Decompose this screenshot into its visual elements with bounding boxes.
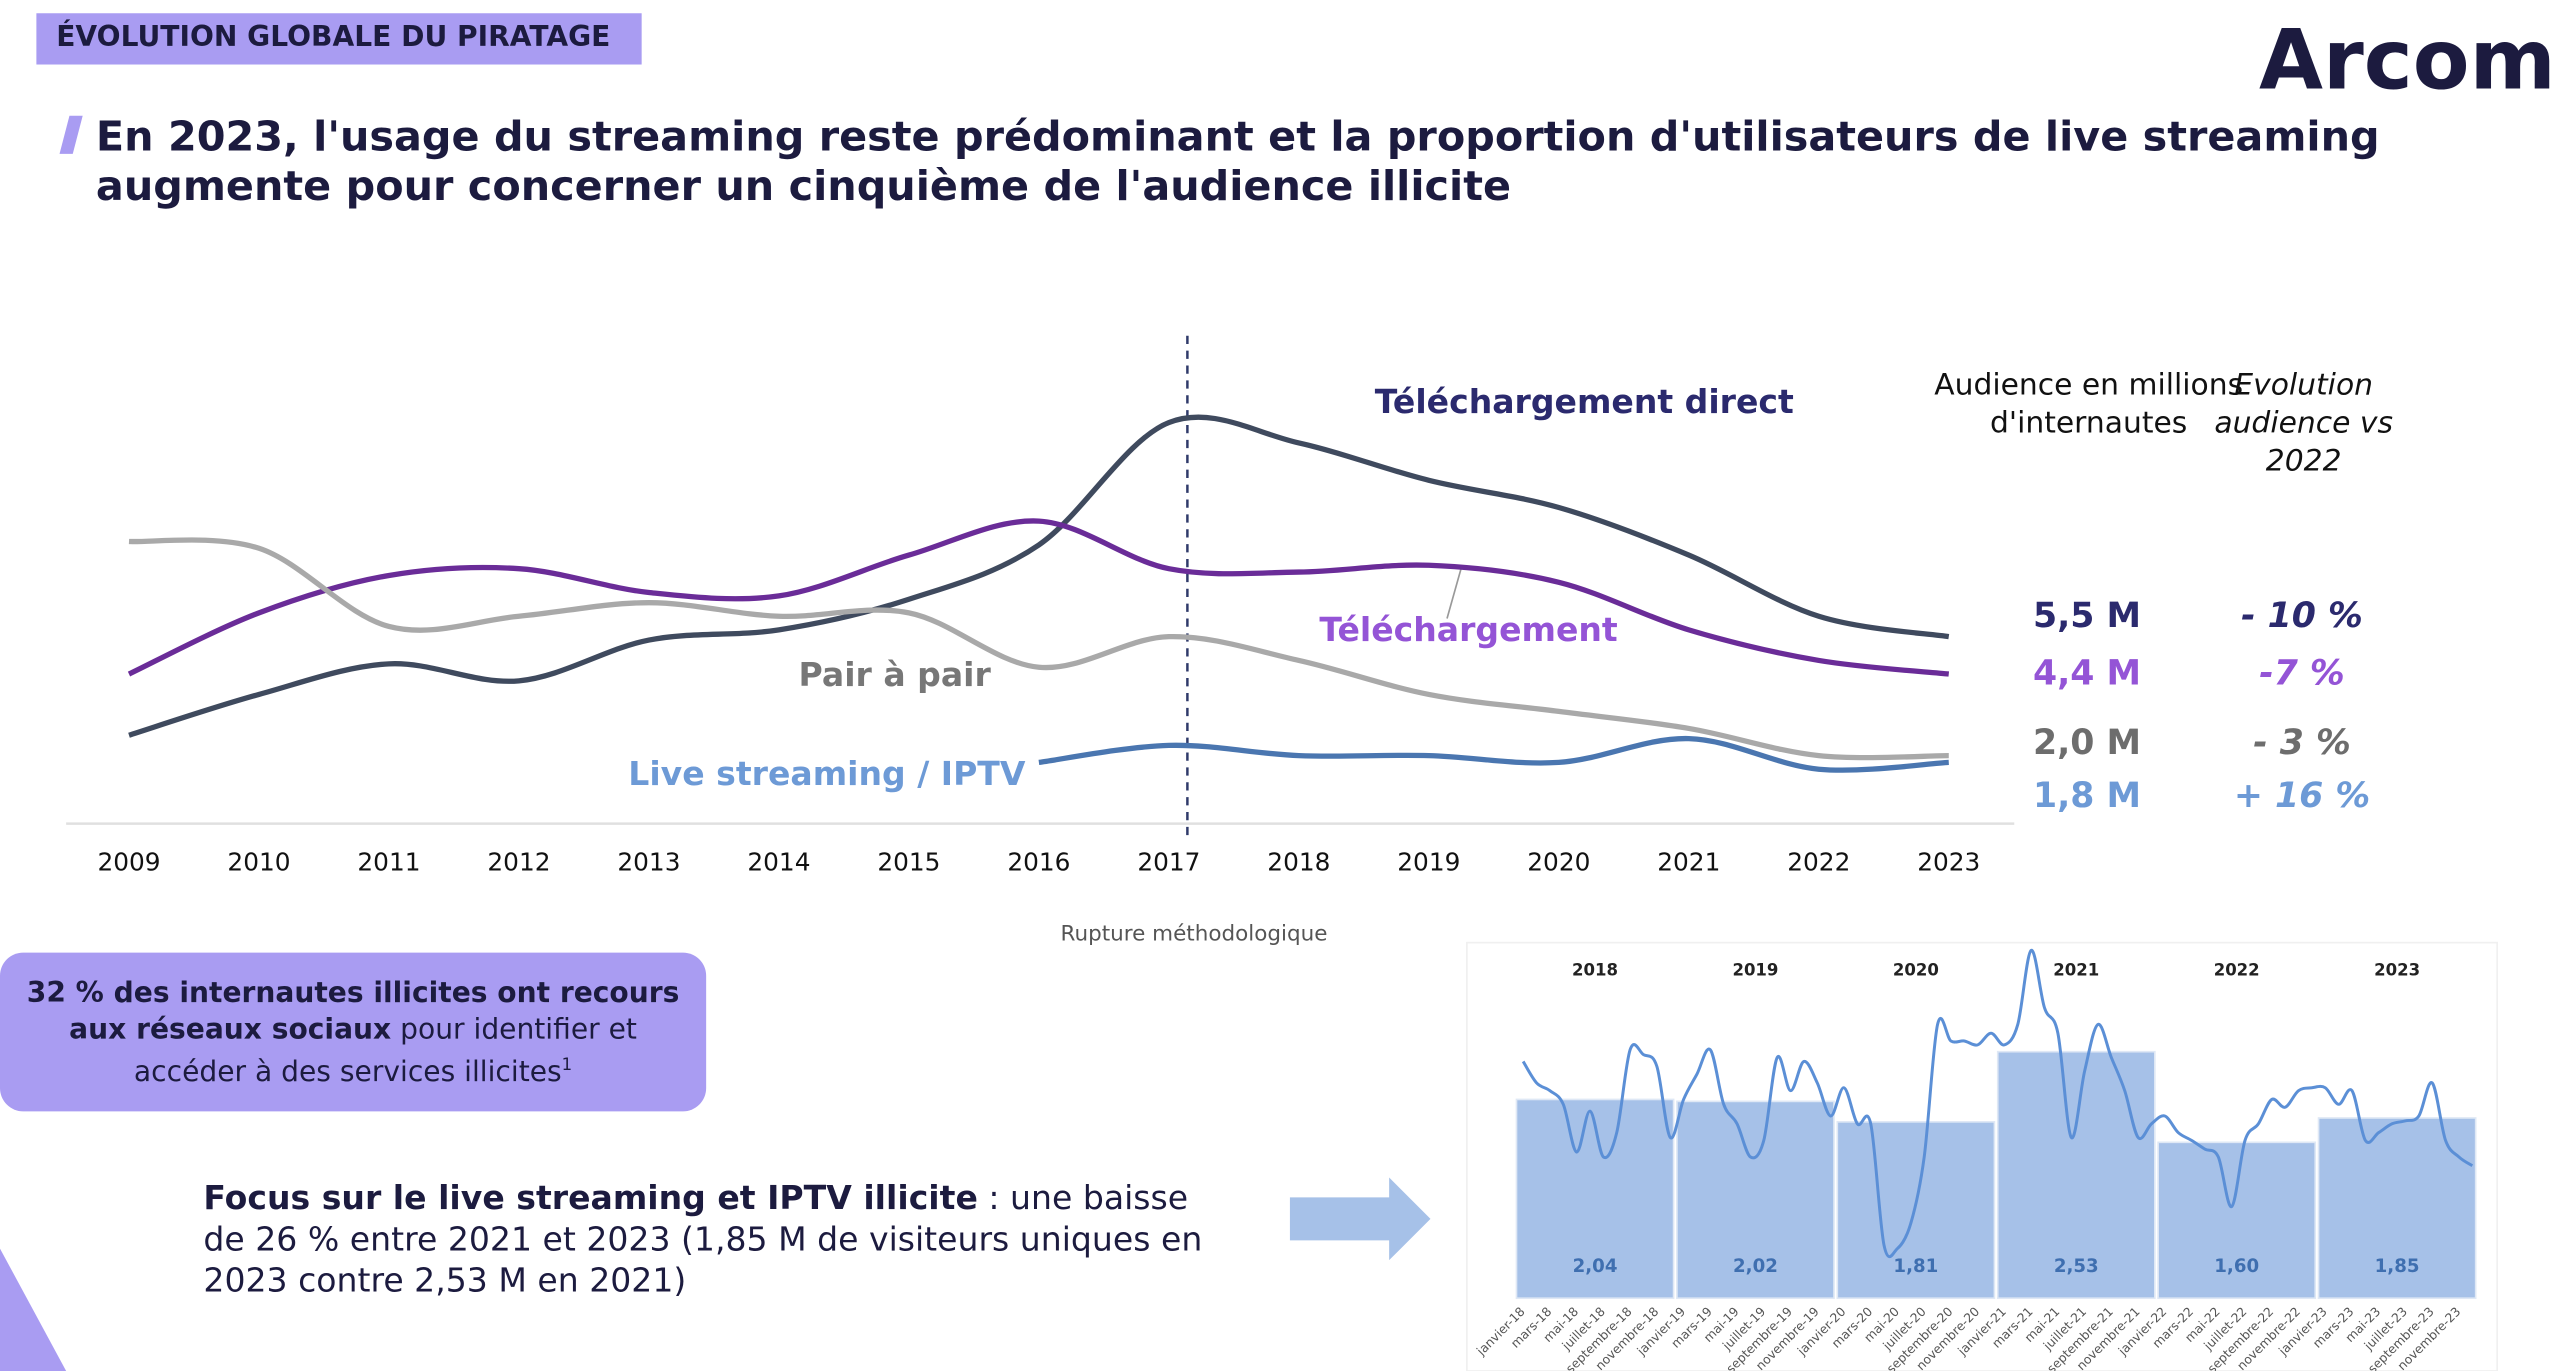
- table-header: Evolution audience vs 2022: [2214, 367, 2393, 478]
- bar: [1996, 1050, 2156, 1300]
- table-header-line: audience vs: [2214, 405, 2393, 440]
- audience-value: 5,5 M: [2033, 596, 2141, 636]
- x-tick-label: 2020: [1527, 847, 1590, 876]
- series-line: [128, 537, 1949, 761]
- table-header-line: d'internautes: [1990, 405, 2187, 440]
- audience-value: 2,0 M: [2033, 723, 2141, 763]
- focus-text: : une baisse de 26 % entre 2021 et 2023 …: [203, 1177, 1203, 1300]
- table-header-line: 2022: [2266, 443, 2342, 478]
- x-tick-label: 2009: [97, 847, 160, 876]
- badge: ÉVOLUTION GLOBALE DU PIRATAGE: [56, 19, 610, 53]
- focus: Focus sur le live streaming et IPTV illi…: [203, 1177, 1228, 1301]
- audience-change: -7 %: [2259, 654, 2344, 694]
- series-line: [127, 518, 1950, 677]
- bar-value-label: 1,60: [2214, 1256, 2259, 1277]
- bar: [2157, 1141, 2317, 1300]
- x-tick-label: 2022: [1787, 847, 1850, 876]
- x-tick-label: 2023: [1917, 847, 1980, 876]
- bar-category: 2023: [2374, 960, 2420, 979]
- callout-box: 32 % des internautes illicites ont recou…: [20, 976, 686, 1091]
- annotation: Rupture méthodologique: [1061, 921, 1328, 946]
- bar-category: 2018: [1572, 960, 1618, 979]
- audience-value: 1,8 M: [2033, 776, 2141, 816]
- bar-value-label: 1,81: [1893, 1256, 1938, 1277]
- table-header-line: Evolution: [2234, 367, 2373, 402]
- series-label: Téléchargement direct: [1375, 382, 1794, 421]
- bar: [1676, 1100, 1835, 1300]
- callout-text: pour identifier et accéder à des service…: [133, 1013, 637, 1090]
- x-tick-label: 2014: [747, 847, 810, 876]
- callout-bg: [0, 952, 707, 1112]
- x-tick-label: 2011: [357, 847, 420, 876]
- badge-bg: [36, 13, 642, 65]
- bar-value-label: 2,02: [1733, 1256, 1778, 1277]
- x-tick-label: 2017: [1137, 847, 1200, 876]
- audience-change: + 16 %: [2234, 776, 2370, 816]
- series-label: Live streaming / IPTV: [628, 754, 1026, 793]
- callout: 32 % des internautes illicites ont recou…: [20, 976, 686, 1091]
- bar: [1515, 1098, 1675, 1300]
- table-header: Audience en millions d'internautes: [1934, 367, 2243, 440]
- bar-category: 2019: [1732, 960, 1778, 979]
- audience-change: - 3 %: [2253, 723, 2351, 763]
- bar-category: 2020: [1893, 960, 1939, 979]
- x-tick-label: 2013: [617, 847, 680, 876]
- bar-value-label: 2,04: [1573, 1256, 1618, 1277]
- audience-value: 4,4 M: [2033, 654, 2141, 694]
- x-tick-label: 2015: [877, 847, 940, 876]
- x-tick-label: 2021: [1657, 847, 1720, 876]
- title-box: En 2023, l'usage du streaming reste préd…: [95, 112, 2380, 211]
- series-line: [128, 414, 1950, 738]
- month-line: [1521, 948, 2474, 1259]
- x-tick-label: 2010: [227, 847, 290, 876]
- corner: [0, 1248, 67, 1371]
- callout-bold: 32 % des internautes illicites ont recou…: [26, 977, 680, 1047]
- logo: Arcom: [2259, 13, 2556, 109]
- focus-box: Focus sur le live streaming et IPTV illi…: [203, 1177, 1228, 1301]
- focus-bold: Focus sur le live streaming et IPTV illi…: [203, 1177, 978, 1218]
- series-line: [1038, 735, 1949, 773]
- title: En 2023, l'usage du streaming reste préd…: [95, 112, 2380, 211]
- leader-line: [1446, 565, 1463, 619]
- x-tick-label: 2016: [1007, 847, 1070, 876]
- audience-change: - 10 %: [2241, 596, 2363, 636]
- callout-note: 1: [561, 1056, 573, 1075]
- accent: [59, 115, 83, 154]
- bar-value-label: 2,53: [2054, 1256, 2099, 1277]
- x-tick-label: 2018: [1267, 847, 1330, 876]
- bar-category: 2021: [2053, 960, 2099, 979]
- bar-category: 2022: [2214, 960, 2260, 979]
- table-header-line: Audience en millions: [1934, 367, 2243, 402]
- arrow: [1289, 1177, 1431, 1261]
- x-tick-label: 2019: [1397, 847, 1460, 876]
- x-tick-label: 2012: [487, 847, 550, 876]
- bar-value-label: 1,85: [2375, 1256, 2420, 1277]
- series-label: Pair à pair: [799, 655, 992, 694]
- series-label: Téléchargement: [1319, 610, 1618, 649]
